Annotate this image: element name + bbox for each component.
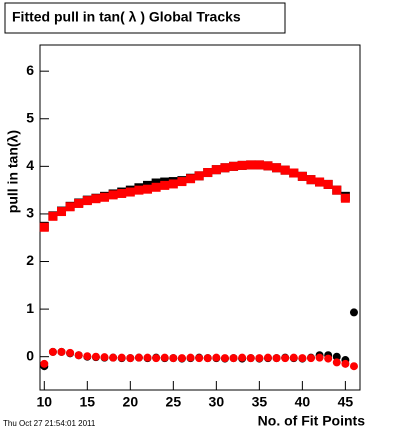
y-tick-label: 1 bbox=[26, 300, 34, 316]
square-marker bbox=[151, 182, 161, 192]
x-tick-label: 40 bbox=[295, 394, 311, 410]
square-marker bbox=[48, 211, 58, 221]
circle-marker bbox=[134, 353, 143, 362]
square-marker bbox=[237, 160, 247, 170]
circle-marker bbox=[272, 354, 281, 363]
circle-marker bbox=[255, 354, 264, 363]
square-marker bbox=[100, 192, 110, 202]
x-tick-label: 35 bbox=[252, 394, 268, 410]
circle-marker bbox=[195, 354, 204, 363]
square-marker bbox=[108, 190, 118, 200]
circle-marker bbox=[246, 354, 255, 363]
square-marker bbox=[289, 168, 299, 178]
square-marker bbox=[168, 179, 178, 189]
square-marker bbox=[254, 160, 264, 170]
circle-marker bbox=[203, 354, 212, 363]
circle-marker bbox=[349, 362, 358, 371]
y-tick-label: 0 bbox=[26, 347, 34, 363]
circle-marker bbox=[212, 353, 221, 362]
square-marker bbox=[91, 194, 101, 204]
square-marker bbox=[211, 165, 221, 175]
circle-marker bbox=[152, 354, 161, 363]
square-marker bbox=[263, 161, 273, 171]
x-tick-label: 15 bbox=[80, 394, 96, 410]
x-tick-label: 45 bbox=[338, 394, 354, 410]
plot-frame bbox=[39, 44, 361, 391]
square-marker bbox=[194, 171, 204, 181]
square-marker bbox=[340, 193, 350, 203]
circle-marker bbox=[332, 352, 341, 361]
y-tick-label: 3 bbox=[26, 205, 34, 221]
circle-marker bbox=[306, 354, 315, 363]
circle-marker bbox=[349, 308, 358, 317]
square-marker bbox=[229, 161, 239, 171]
y-tick-label: 4 bbox=[26, 157, 34, 173]
circle-marker bbox=[100, 353, 109, 362]
square-marker bbox=[82, 196, 92, 206]
circle-marker bbox=[74, 351, 83, 360]
title-box bbox=[4, 2, 286, 34]
circle-marker bbox=[160, 353, 169, 362]
y-tick-label: 6 bbox=[26, 62, 34, 78]
x-tick-label: 25 bbox=[166, 394, 182, 410]
circle-marker bbox=[57, 347, 66, 356]
y-tick-label: 5 bbox=[26, 109, 34, 125]
circle-marker bbox=[229, 354, 238, 363]
circle-marker bbox=[117, 353, 126, 362]
x-tick-label: 10 bbox=[37, 394, 53, 410]
circle-marker bbox=[66, 348, 75, 357]
circle-marker bbox=[91, 352, 100, 361]
circle-marker bbox=[177, 354, 186, 363]
timestamp: Thu Oct 27 21:54:01 2011 bbox=[3, 419, 96, 428]
square-marker bbox=[39, 222, 49, 232]
x-tick-label: 30 bbox=[209, 394, 225, 410]
square-marker bbox=[160, 180, 170, 190]
circle-marker bbox=[143, 353, 152, 362]
circle-marker bbox=[341, 359, 350, 368]
circle-marker bbox=[169, 354, 178, 363]
square-marker bbox=[177, 177, 187, 187]
circle-marker bbox=[186, 353, 195, 362]
square-marker bbox=[203, 168, 213, 178]
square-marker bbox=[332, 185, 342, 195]
square-marker bbox=[272, 163, 282, 173]
circle-marker bbox=[109, 353, 118, 362]
circle-marker bbox=[281, 354, 290, 363]
square-marker bbox=[315, 177, 325, 187]
square-marker bbox=[280, 165, 290, 175]
circle-marker bbox=[332, 358, 341, 367]
square-marker bbox=[186, 174, 196, 184]
square-marker bbox=[125, 187, 135, 197]
square-marker bbox=[246, 160, 256, 170]
y-tick-label: 2 bbox=[26, 252, 34, 268]
square-marker bbox=[220, 163, 230, 173]
square-marker bbox=[57, 207, 67, 217]
circle-marker bbox=[289, 353, 298, 362]
square-marker bbox=[143, 184, 153, 194]
square-marker bbox=[65, 202, 75, 212]
x-tick-label: 20 bbox=[123, 394, 139, 410]
square-marker bbox=[74, 198, 84, 208]
circle-marker bbox=[298, 354, 307, 363]
circle-marker bbox=[48, 347, 57, 356]
circle-marker bbox=[238, 353, 247, 362]
chart-title: Fitted pull in tan( λ ) Global Tracks bbox=[12, 9, 241, 25]
square-marker bbox=[134, 185, 144, 195]
circle-marker bbox=[126, 354, 135, 363]
y-axis-label: pull in tan(λ) bbox=[5, 130, 21, 213]
square-marker bbox=[297, 171, 307, 181]
circle-marker bbox=[220, 354, 229, 363]
square-marker bbox=[117, 188, 127, 198]
square-marker bbox=[323, 179, 333, 189]
circle-marker bbox=[263, 353, 272, 362]
circle-marker bbox=[324, 354, 333, 363]
x-axis-label: No. of Fit Points bbox=[258, 413, 366, 429]
square-marker bbox=[306, 175, 316, 185]
circle-marker bbox=[40, 359, 49, 368]
circle-marker bbox=[315, 353, 324, 362]
circle-marker bbox=[83, 352, 92, 361]
